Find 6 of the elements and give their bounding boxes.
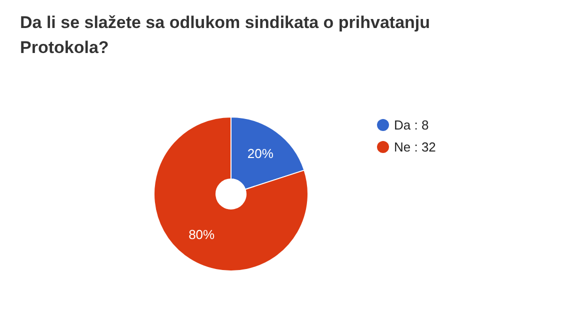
donut-slice bbox=[154, 116, 308, 272]
chart-title: Da li se slažete sa odlukom sindikata o prihvatanju Protokola? bbox=[20, 13, 430, 57]
legend-label: Da : 8 bbox=[394, 118, 429, 133]
data-label: 80% bbox=[188, 227, 216, 242]
data-label: 20% bbox=[247, 146, 274, 162]
legend-label: Ne : 32 bbox=[394, 140, 436, 155]
